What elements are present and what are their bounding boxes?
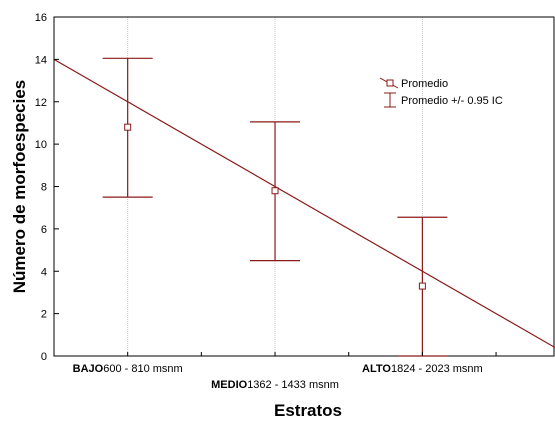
trend-line <box>53 58 555 349</box>
x-tick-label-strata: MEDIO <box>211 379 248 391</box>
x-tick-label-strata: BAJO <box>73 363 104 375</box>
legend-ci-label: Promedio +/- 0.95 IC <box>401 95 503 107</box>
x-tick-label-range: 1362 - 1433 msnm <box>247 379 339 391</box>
y-tick-label: 6 <box>41 224 47 236</box>
x-tick-label-strata: ALTO <box>362 363 391 375</box>
x-tick-label: MEDIO1362 - 1433 msnm <box>211 379 339 391</box>
y-tick-label: 12 <box>35 97 47 109</box>
y-tick-label: 8 <box>41 182 47 194</box>
legend-item-ci: Promedio +/- 0.95 IC <box>384 92 503 108</box>
trend-line-group <box>53 58 555 349</box>
y-tick-label: 2 <box>41 309 47 321</box>
legend-mean-marker-icon <box>386 79 394 87</box>
x-category-labels: BAJO600 - 810 msnm MEDIO1362 - 1433 msnm A… <box>73 363 483 391</box>
legend-mean-label: Promedio <box>401 78 448 90</box>
legend-item-mean: Promedio <box>379 77 448 90</box>
y-tick-label: 16 <box>35 12 47 24</box>
x-tick-label-range: 600 - 810 msnm <box>103 363 182 375</box>
data-point <box>418 282 426 290</box>
x-tick-label-range: 1824 - 2023 msnm <box>391 363 483 375</box>
legend: Promedio Promedio +/- 0.95 IC <box>379 77 503 108</box>
data-point <box>271 187 279 195</box>
legend-errorbar-icon <box>384 92 396 108</box>
y-tick-label: 10 <box>35 139 47 151</box>
x-tick-label: ALTO1824 - 2023 msnm <box>362 363 483 375</box>
y-tick-label: 14 <box>35 54 47 66</box>
y-tick-label: 4 <box>41 266 47 278</box>
y-axis-ticks: 0 2 4 6 8 10 12 14 16 <box>35 12 497 363</box>
x-tick-label: BAJO600 - 810 msnm <box>73 363 183 375</box>
y-axis-title: Número de morfoespecies <box>10 80 29 294</box>
mean-points <box>124 123 426 290</box>
plot-frame <box>53 16 555 357</box>
data-point <box>124 123 132 131</box>
y-tick-label: 0 <box>41 351 47 363</box>
x-axis-title: Estratos <box>274 401 342 420</box>
